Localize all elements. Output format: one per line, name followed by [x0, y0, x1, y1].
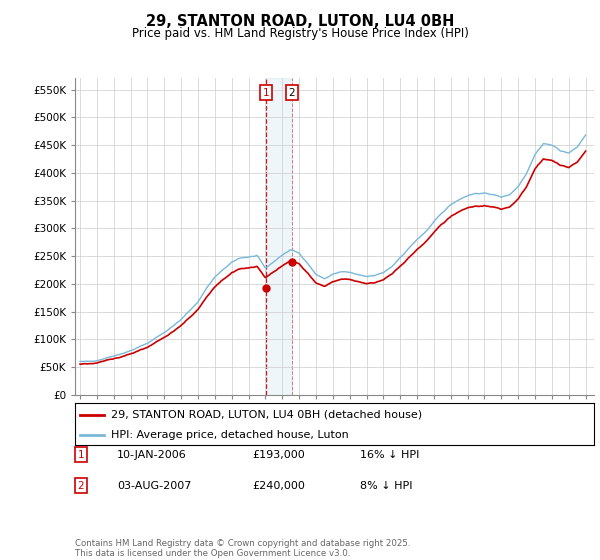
Text: 2: 2 — [77, 480, 85, 491]
Text: 1: 1 — [263, 87, 269, 97]
Text: 16% ↓ HPI: 16% ↓ HPI — [360, 450, 419, 460]
Text: £193,000: £193,000 — [252, 450, 305, 460]
Text: 29, STANTON ROAD, LUTON, LU4 0BH: 29, STANTON ROAD, LUTON, LU4 0BH — [146, 14, 454, 29]
Text: 8% ↓ HPI: 8% ↓ HPI — [360, 480, 413, 491]
Text: £240,000: £240,000 — [252, 480, 305, 491]
Text: 10-JAN-2006: 10-JAN-2006 — [117, 450, 187, 460]
Text: Price paid vs. HM Land Registry's House Price Index (HPI): Price paid vs. HM Land Registry's House … — [131, 27, 469, 40]
Text: Contains HM Land Registry data © Crown copyright and database right 2025.
This d: Contains HM Land Registry data © Crown c… — [75, 539, 410, 558]
Text: HPI: Average price, detached house, Luton: HPI: Average price, detached house, Luto… — [112, 430, 349, 440]
Text: 03-AUG-2007: 03-AUG-2007 — [117, 480, 191, 491]
Bar — [266, 78, 292, 395]
Text: 2: 2 — [289, 87, 295, 97]
Text: 29, STANTON ROAD, LUTON, LU4 0BH (detached house): 29, STANTON ROAD, LUTON, LU4 0BH (detach… — [112, 410, 422, 420]
Text: 1: 1 — [77, 450, 85, 460]
